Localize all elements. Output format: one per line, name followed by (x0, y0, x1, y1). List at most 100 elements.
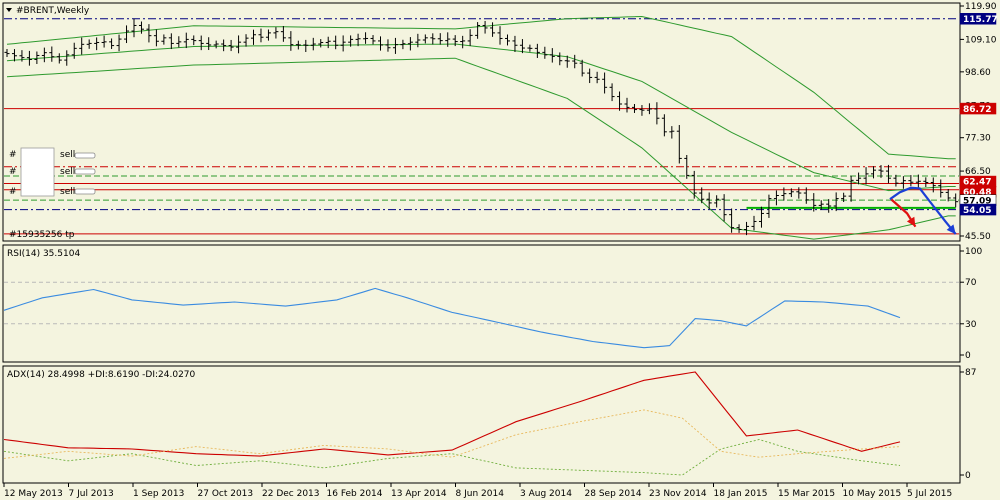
price-bar (945, 189, 951, 202)
price-bar (639, 105, 645, 116)
price-bar (348, 35, 354, 47)
x-tick-label: 28 Sep 2014 (585, 489, 642, 499)
price-y-tick-label: 77.30 (965, 134, 991, 144)
price-bar (871, 166, 877, 179)
rsi-y-tick-label: 100 (965, 247, 982, 257)
rsi-series-group (3, 281, 959, 349)
price-bar (617, 91, 623, 111)
adx-panel-frame (2, 365, 961, 484)
x-tick-label: 7 Jul 2013 (69, 489, 114, 499)
price-bar (161, 34, 167, 45)
price-label-text: 62.47 (963, 178, 991, 188)
price-bar (631, 103, 637, 113)
price-bar (400, 39, 406, 50)
price-label-box (959, 102, 997, 115)
price-y-tick-label: 98.60 (965, 68, 991, 78)
adx-title: ADX(14) 28.4998 +DI:8.6190 -DI:24.0270 (7, 370, 196, 380)
price-bar (953, 193, 959, 208)
price-bar (796, 187, 802, 199)
x-tick-label: 16 Feb 2014 (327, 489, 383, 499)
price-bar (893, 174, 899, 187)
price-bar (923, 177, 929, 188)
order-tag-3 (74, 188, 96, 195)
price-bar (863, 167, 869, 185)
price-bar (878, 165, 884, 178)
x-tick-label: 15 Mar 2015 (778, 489, 835, 499)
price-bar (56, 53, 62, 64)
price-bar (243, 34, 249, 47)
rsi-y-tick-label: 30 (965, 320, 977, 330)
bollinger-upper-line (6, 15, 956, 160)
price-bar (310, 37, 316, 51)
price-bar (833, 192, 839, 212)
order-label-hash-1: # (9, 150, 17, 160)
order-labels: # sell # sell # sell #15935256 tp (9, 147, 96, 240)
price-bar (766, 194, 772, 218)
price-bar (176, 36, 182, 48)
bollinger-middle-line (6, 43, 956, 192)
price-label-text: 54.05 (963, 206, 991, 216)
price-bar (385, 39, 391, 52)
dropdown-triangle-icon[interactable] (6, 8, 12, 12)
price-bar (333, 35, 339, 50)
price-bar (504, 34, 510, 46)
price-bar (818, 200, 824, 210)
price-bar (490, 22, 496, 37)
price-bar (251, 29, 257, 45)
rsi-panel-frame (2, 244, 961, 363)
price-bar (273, 27, 279, 39)
x-tick-label: 12 May 2013 (4, 489, 63, 499)
x-tick-label: 8 Jun 2014 (456, 489, 505, 499)
price-bar (407, 37, 413, 51)
price-bar (841, 192, 847, 202)
price-bar (691, 170, 697, 199)
x-tick-label: 23 Nov 2014 (649, 489, 707, 499)
price-bar (445, 32, 451, 47)
price-bar (213, 40, 219, 49)
price-bar (534, 43, 540, 58)
price-bar (191, 35, 197, 46)
x-tick-label: 22 Dec 2013 (262, 489, 320, 499)
x-tick-label: 18 Jan 2015 (714, 489, 768, 499)
bollinger-lower-line (6, 57, 956, 240)
price-label-text: 60.48 (963, 188, 991, 198)
x-tick-label: 1 Sep 2013 (133, 489, 184, 499)
price-bar (221, 39, 227, 52)
price-bar (86, 39, 92, 49)
price-bar (378, 36, 383, 51)
chart-title: #BRENT,Weekly (16, 6, 90, 16)
price-bar (557, 52, 563, 66)
price-bar (467, 29, 473, 47)
price-bar (579, 59, 585, 77)
order-label-tp: #15935256 tp (9, 230, 75, 240)
price-bar (676, 125, 682, 164)
price-bar (706, 192, 712, 210)
price-bar (318, 39, 324, 48)
projection-arrow-blue-head (946, 224, 956, 235)
price-bar (714, 195, 720, 208)
price-bar (26, 50, 32, 66)
order-label-hash-3: # (9, 187, 17, 197)
x-tick-label: 10 May 2015 (843, 489, 902, 499)
price-bar (452, 35, 458, 47)
price-bar (781, 187, 787, 201)
price-bar (519, 39, 525, 54)
price-y-tick-label: 109.10 (965, 35, 997, 45)
price-bar (602, 72, 608, 94)
price-bar (280, 26, 286, 42)
price-bar (363, 32, 369, 44)
price-bar (736, 224, 742, 233)
price-bar (594, 71, 600, 84)
price-bar (34, 51, 40, 64)
rsi-title: RSI(14) 35.5104 (7, 249, 80, 259)
price-bar (811, 193, 817, 212)
price-bar (512, 35, 518, 52)
price-bar (79, 37, 85, 55)
price-bar (744, 221, 750, 236)
price-bar (124, 25, 130, 44)
price-bar (415, 33, 421, 48)
price-bar (265, 29, 271, 41)
price-bar (572, 54, 578, 69)
price-label-box (959, 203, 997, 216)
